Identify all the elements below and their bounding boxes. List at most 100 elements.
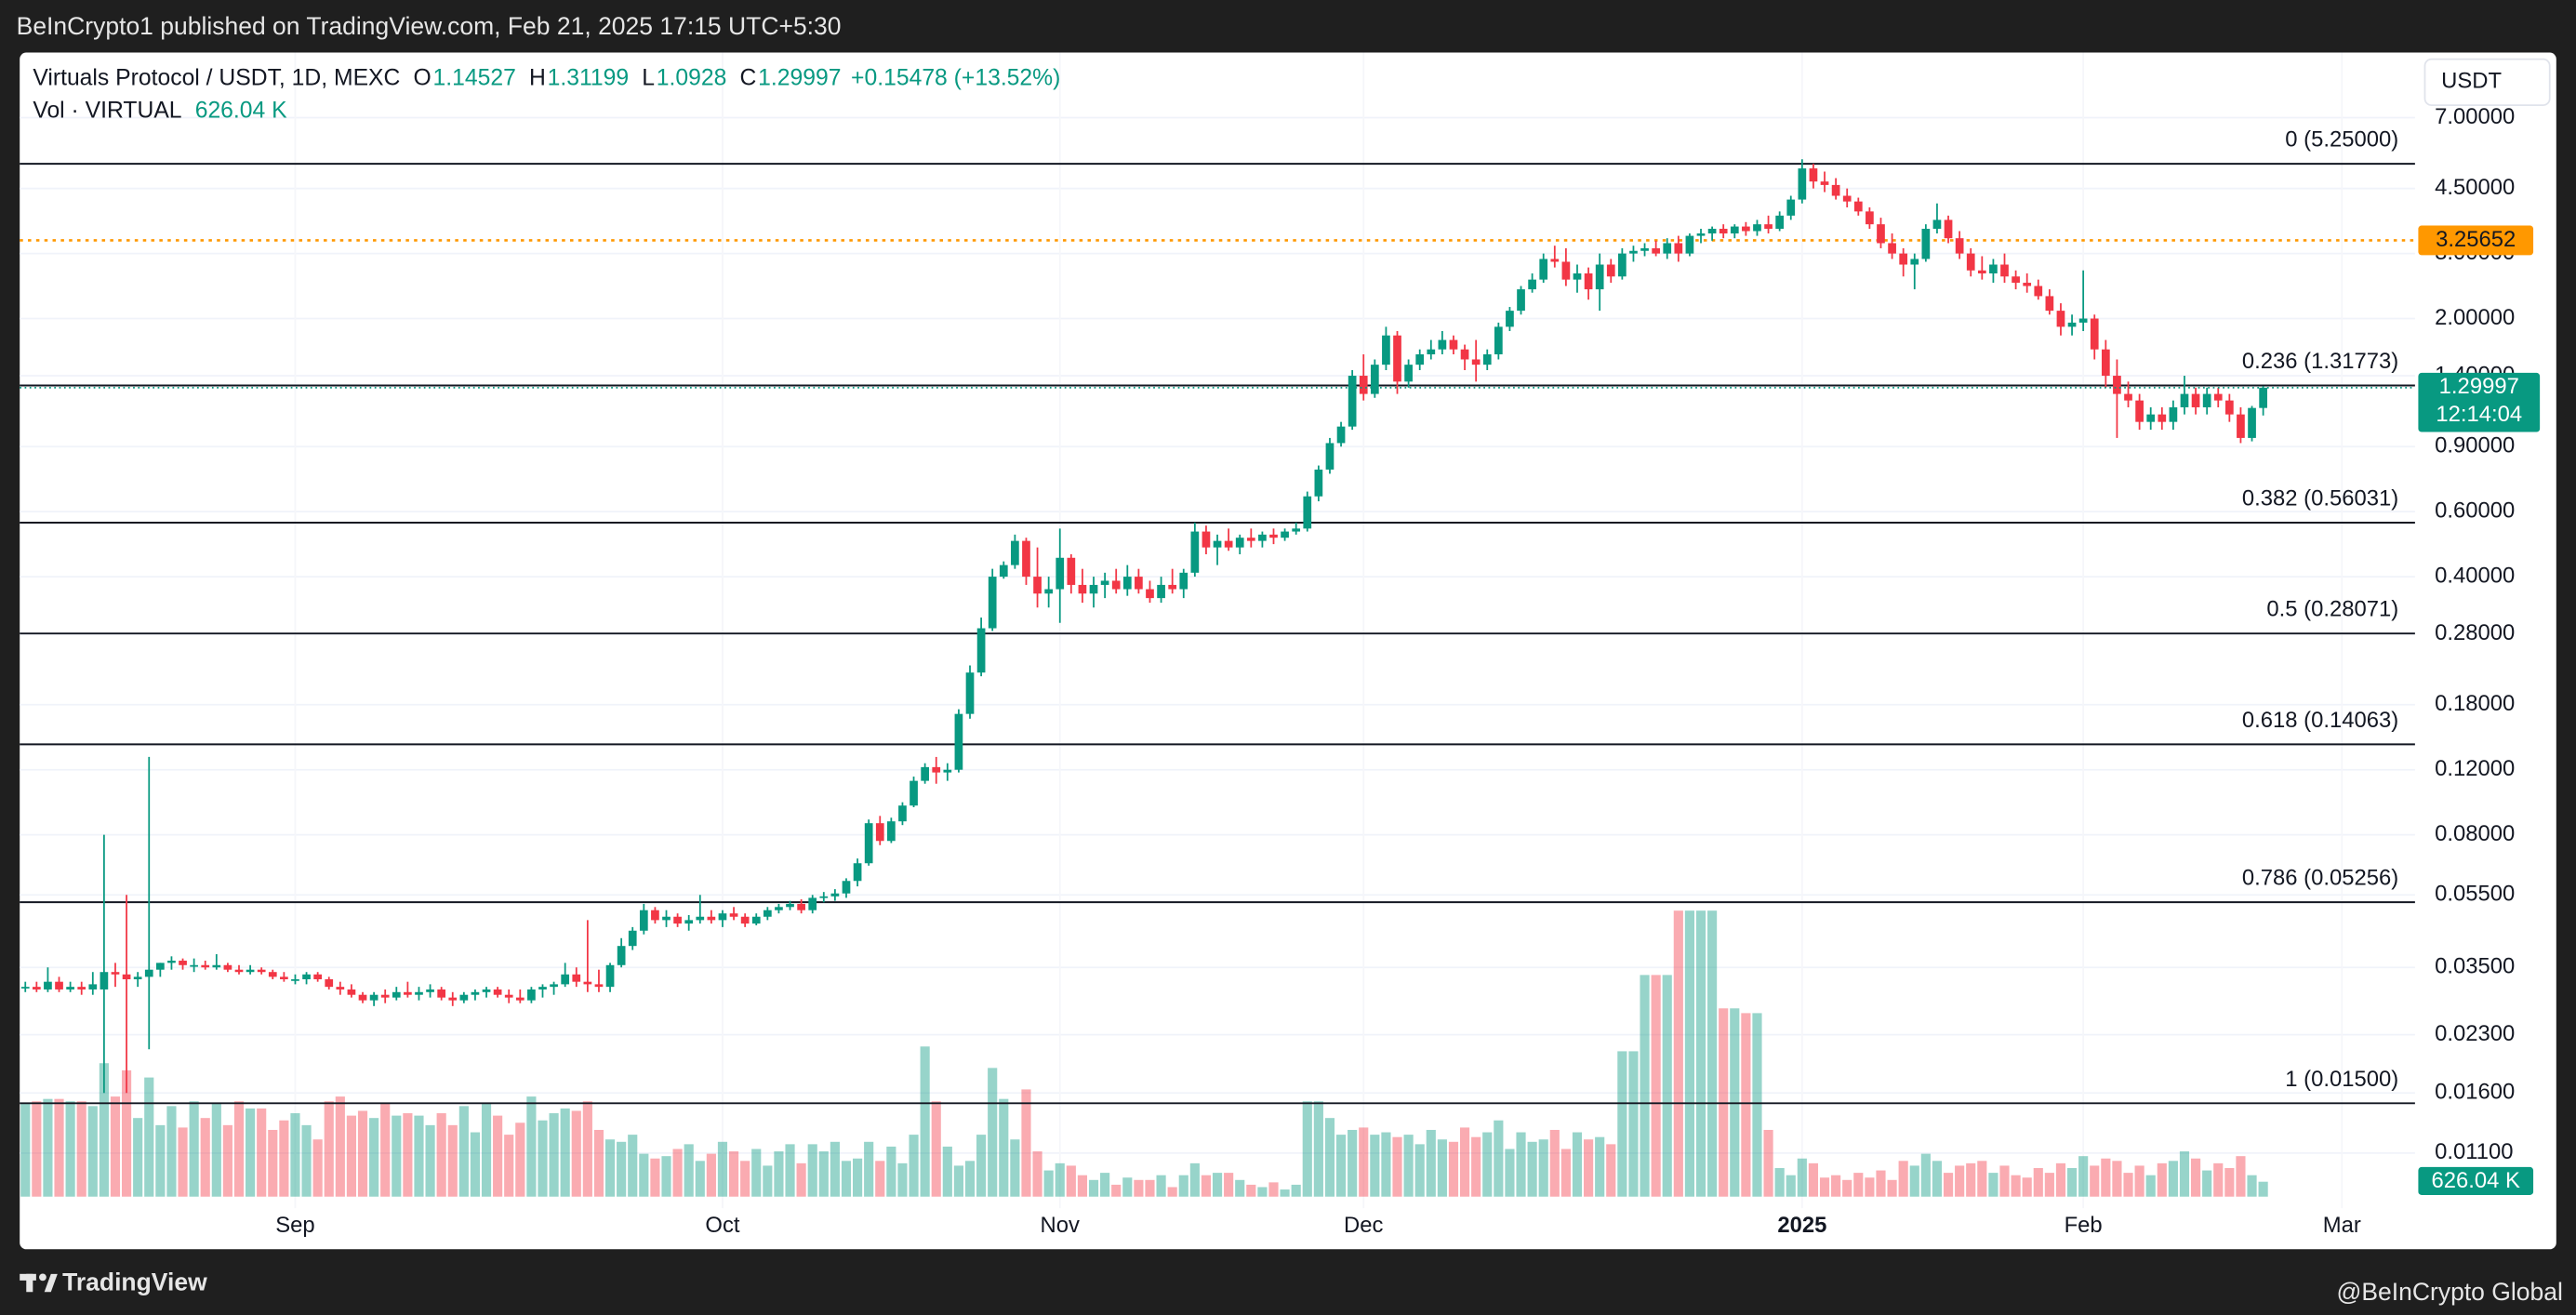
candle-body [2101, 349, 2110, 377]
volume-bar [279, 1120, 289, 1197]
volume-bar [1414, 1144, 1425, 1197]
candle-body [1078, 584, 1087, 594]
volume-bar [1403, 1135, 1414, 1197]
candle-body [1517, 289, 1525, 312]
x-tick-label: Nov [1041, 1213, 1080, 1238]
candle-body [1157, 584, 1165, 599]
candle-body [538, 987, 547, 990]
candle-body [718, 913, 727, 921]
fib-label: 1 (0.01500) [2285, 1067, 2398, 1092]
volume-bar [1853, 1173, 1864, 1197]
volume-bar [290, 1113, 300, 1197]
currency-button[interactable] [2423, 58, 2551, 107]
volume-bar [582, 1101, 592, 1197]
volume-bar [2011, 1175, 2021, 1197]
candle-body [404, 991, 412, 995]
volume-bar [2168, 1161, 2178, 1197]
candle-body [1573, 273, 1582, 280]
y-tick-label: 0.18000 [2435, 691, 2515, 716]
volume-bar [617, 1141, 627, 1197]
candle-body [1899, 253, 1908, 265]
candle-body [336, 987, 345, 990]
volume-bar [1651, 975, 1661, 1197]
footer-brand: TradingView [62, 1268, 207, 1295]
candle-body [2146, 414, 2156, 422]
candle-body [2012, 276, 2020, 284]
volume-bar [458, 1106, 469, 1197]
candle-body [1370, 365, 1379, 394]
volume-bar [2066, 1167, 2078, 1197]
y-tick-label: 0.02300 [2435, 1021, 2515, 1046]
candle-body [2213, 393, 2223, 401]
volume-bar [2101, 1158, 2111, 1197]
candle-body [55, 981, 63, 990]
candle-body [1550, 259, 1560, 262]
candle-body [1989, 264, 1998, 274]
candle-body [1606, 264, 1615, 277]
volume-bar [526, 1096, 537, 1197]
candle-body [1135, 577, 1143, 590]
volume-bar [571, 1110, 581, 1197]
candle-body [2034, 286, 2043, 297]
currency[interactable]: USDT [2441, 69, 2502, 94]
volume-bar [200, 1118, 210, 1197]
y-tick-label: 4.50000 [2435, 175, 2515, 200]
volume-bar [1797, 1158, 1807, 1197]
volume-bar [110, 1096, 121, 1197]
volume-bar [121, 1069, 132, 1197]
volume-bar [1066, 1165, 1076, 1197]
candle-body [887, 821, 896, 842]
candle-body [583, 981, 592, 985]
candle-body [1111, 580, 1121, 590]
volume-bar [1763, 1129, 1773, 1197]
volume-bar [1359, 1127, 1369, 1197]
volume-bar [695, 1161, 705, 1197]
candle-body [44, 981, 52, 990]
volume-bar [1887, 1179, 1897, 1197]
volume-bar [796, 1162, 806, 1197]
candle-body [921, 766, 929, 781]
volume-bar [628, 1135, 638, 1197]
candle-body [2169, 406, 2178, 422]
fib-label: 0 (5.25000) [2285, 127, 2398, 153]
candle-body [1348, 376, 1357, 427]
candle-body [1674, 243, 1683, 254]
volume-bar [740, 1161, 750, 1197]
volume-bar [1212, 1173, 1223, 1197]
candle-body [167, 960, 176, 963]
candle-body [2158, 414, 2167, 422]
volume-bar [2134, 1165, 2144, 1197]
volume-bar [639, 1153, 649, 1197]
candle-body [1866, 211, 1874, 225]
candle-body [257, 969, 266, 973]
volume-bar [392, 1115, 402, 1197]
candle-body [2000, 264, 2009, 277]
candle-body [842, 881, 851, 894]
candle-body [212, 964, 221, 968]
volume-bar [841, 1161, 852, 1197]
volume-bar [976, 1135, 987, 1197]
volume-label-box [2418, 1166, 2534, 1195]
candle-body [1281, 531, 1289, 538]
publish-header: BeInCrypto1 published on TradingView.com… [17, 12, 842, 40]
candle-body [2124, 393, 2132, 401]
candle-body [1168, 584, 1177, 590]
volume-bar [1943, 1173, 1954, 1197]
volume-legend: Vol · VIRTUAL [33, 99, 181, 124]
candle-body [819, 896, 829, 898]
ohlc-value: 1.14527 [433, 65, 516, 90]
volume-bar [604, 1139, 616, 1197]
candle-body [190, 964, 198, 967]
x-tick-label: Feb [2065, 1213, 2103, 1238]
x-tick-label: Mar [2323, 1213, 2361, 1238]
volume-bar [920, 1046, 930, 1197]
candle-body [1404, 365, 1413, 382]
candle-body [100, 972, 109, 990]
candle-body [471, 991, 480, 995]
volume-bar [246, 1108, 256, 1197]
volume-bar [1774, 1167, 1785, 1197]
fib-label: 0.382 (0.56031) [2242, 486, 2398, 511]
candle-body [2191, 393, 2200, 407]
volume-bar [1909, 1165, 1919, 1197]
